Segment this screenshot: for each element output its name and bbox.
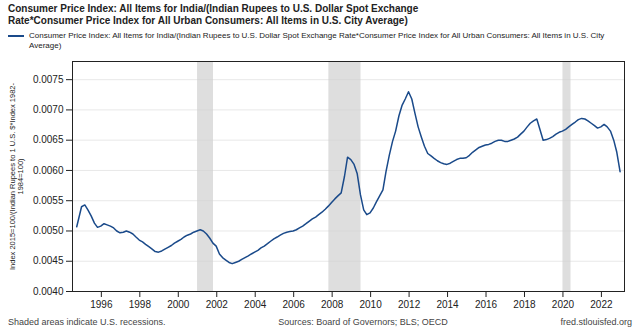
- svg-text:Index 2015=100/(Indian Rupees: Index 2015=100/(Indian Rupees to 1 U.S. …: [8, 82, 25, 270]
- svg-text:0.0070: 0.0070: [33, 104, 64, 115]
- svg-text:2012: 2012: [398, 299, 421, 310]
- svg-text:2016: 2016: [475, 299, 498, 310]
- svg-text:0.0065: 0.0065: [33, 134, 64, 145]
- svg-text:2000: 2000: [167, 299, 190, 310]
- svg-text:2004: 2004: [244, 299, 267, 310]
- svg-text:0.0060: 0.0060: [33, 165, 64, 176]
- svg-text:2010: 2010: [359, 299, 382, 310]
- svg-text:0.0045: 0.0045: [33, 255, 64, 266]
- html-text:Consumer Price Index: All Item: Consumer Price Index: All Items for Indi…: [8, 3, 419, 26]
- svg-text:1998: 1998: [129, 299, 152, 310]
- svg-text:2002: 2002: [206, 299, 229, 310]
- html-text:Sources: Board of Governors; B: Sources: Board of Governors; BLS; OECD: [278, 317, 448, 327]
- svg-text:2022: 2022: [590, 299, 613, 310]
- html-text:fred.stlouisfed.org: fred.stlouisfed.org: [560, 317, 632, 327]
- html-text:Consumer Price Index: All Item: Consumer Price Index: All Items for Indi…: [29, 31, 605, 50]
- svg-text:0.0055: 0.0055: [33, 195, 64, 206]
- svg-text:0.0040: 0.0040: [33, 286, 64, 297]
- svg-text:2014: 2014: [436, 299, 459, 310]
- svg-text:0.0075: 0.0075: [33, 74, 64, 85]
- svg-text:1996: 1996: [90, 299, 113, 310]
- svg-text:2018: 2018: [513, 299, 536, 310]
- svg-text:2008: 2008: [321, 299, 344, 310]
- html-text:Shaded areas indicate U.S. rec: Shaded areas indicate U.S. recessions.: [8, 317, 166, 327]
- svg-text:0.0050: 0.0050: [33, 225, 64, 236]
- svg-text:2006: 2006: [283, 299, 306, 310]
- svg-text:2020: 2020: [552, 299, 575, 310]
